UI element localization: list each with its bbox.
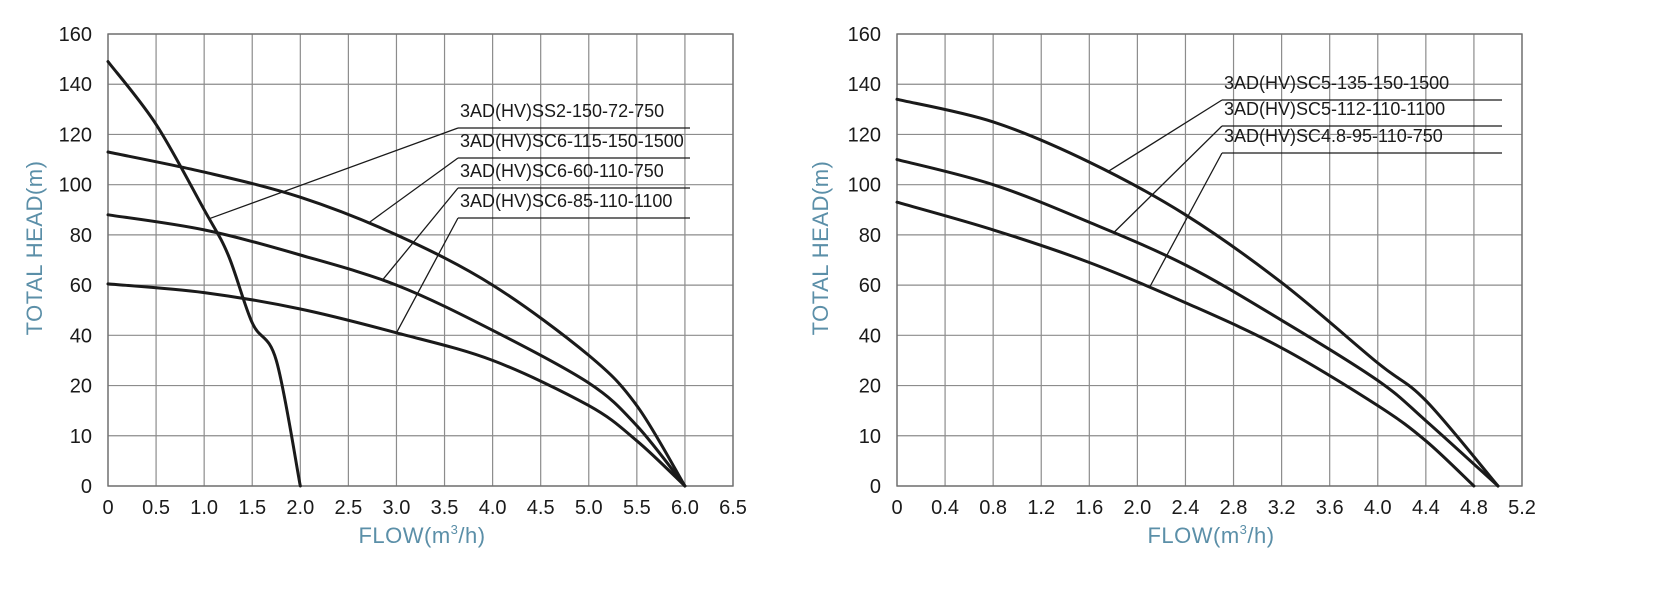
x-tick-label: 1.2	[1027, 497, 1055, 519]
y-tick-label: 100	[59, 175, 92, 197]
x-tick-label: 0.4	[931, 497, 959, 519]
x-tick-label: 0	[102, 497, 113, 519]
y-tick-label: 60	[859, 275, 881, 297]
y-tick-label: 40	[859, 325, 881, 347]
x-tick-label: 3.6	[1316, 497, 1344, 519]
legend-label: 3AD(HV)SC5-112-110-1100	[1224, 99, 1445, 119]
x-tick-label: 2.4	[1172, 497, 1200, 519]
legend-label: 3AD(HV)SC6-85-110-1100	[460, 191, 672, 211]
x-tick-label: 2.0	[286, 497, 314, 519]
y-tick-label: 100	[848, 175, 881, 197]
y-tick-label: 80	[70, 225, 92, 247]
y-axis-title: TOTAL HEAD(m)	[808, 161, 833, 336]
x-tick-label: 4.0	[1364, 497, 1392, 519]
x-tick-label: 6.0	[671, 497, 699, 519]
x-tick-label: 4.5	[527, 497, 555, 519]
plot-frame	[107, 33, 734, 487]
y-tick-label: 140	[59, 74, 92, 96]
legend-leader-line	[208, 127, 459, 220]
x-tick-label: 1.0	[190, 497, 218, 519]
y-tick-label: 160	[848, 24, 881, 46]
series-curve-1	[106, 60, 302, 488]
legend-label: 3AD(HV)SC5-135-150-1500	[1224, 73, 1449, 93]
x-tick-label: 3.2	[1268, 497, 1296, 519]
y-tick-label: 140	[848, 74, 881, 96]
legend-leader-line	[395, 217, 459, 334]
legend-leader-line	[381, 187, 459, 282]
y-tick-label: 20	[859, 376, 881, 398]
x-tick-label: 3.0	[383, 497, 411, 519]
y-tick-label: 80	[859, 225, 881, 247]
legend-label: 3AD(HV)SS2-150-72-750	[460, 101, 664, 121]
x-tick-label: 1.6	[1075, 497, 1103, 519]
x-tick-label: 3.5	[431, 497, 459, 519]
legend-label: 3AD(HV)SC4.8-95-110-750	[1224, 126, 1443, 146]
legend-leader-line	[1148, 152, 1223, 288]
x-tick-label: 1.5	[238, 497, 266, 519]
legend-leader-line	[1106, 99, 1223, 173]
series-curve-2	[106, 150, 687, 488]
x-tick-label: 0	[891, 497, 902, 519]
series-curve-4	[106, 282, 687, 488]
x-tick-label: 5.0	[575, 497, 603, 519]
x-tick-label: 2.5	[334, 497, 362, 519]
x-tick-label: 0.8	[979, 497, 1007, 519]
legend-label: 3AD(HV)SC6-60-110-750	[460, 161, 664, 181]
series-curve-3	[895, 200, 1476, 488]
x-tick-label: 4.0	[479, 497, 507, 519]
y-tick-label: 10	[859, 426, 881, 448]
x-tick-label: 6.5	[719, 497, 747, 519]
y-tick-label: 40	[70, 325, 92, 347]
series-curve-3	[106, 213, 687, 488]
series-curve-2	[895, 158, 1500, 488]
x-tick-label: 4.4	[1412, 497, 1440, 519]
x-tick-label: 5.2	[1508, 497, 1536, 519]
y-tick-label: 60	[70, 275, 92, 297]
y-tick-label: 0	[81, 476, 92, 498]
y-axis-title: TOTAL HEAD(m)	[22, 161, 47, 336]
x-axis-title: FLOW(m3/h)	[358, 522, 485, 548]
x-tick-label: 4.8	[1460, 497, 1488, 519]
x-tick-label: 2.8	[1220, 497, 1248, 519]
y-tick-label: 160	[59, 24, 92, 46]
y-tick-label: 120	[59, 124, 92, 146]
plot-frame	[896, 33, 1523, 487]
series-curve-1	[895, 97, 1500, 488]
legend-label: 3AD(HV)SC6-115-150-1500	[460, 131, 684, 151]
x-tick-label: 2.0	[1123, 497, 1151, 519]
chart-1: 0 0.5 1.0 1.5 2.0 2.5 3.0 3.5 4.0 4.5 5.0 5.5 6.0 6.5…	[22, 24, 747, 548]
y-tick-label: 10	[70, 426, 92, 448]
x-tick-label: 5.5	[623, 497, 651, 519]
chart-2: 0 0.4 0.8 1.2 1.6 2.0 2.4 2.8 3.2 3.6 4.0 4.4 4.8 5.2…	[808, 24, 1536, 548]
y-tick-label: 0	[870, 476, 881, 498]
x-axis-title: FLOW(m3/h)	[1147, 522, 1274, 548]
y-tick-label: 20	[70, 376, 92, 398]
legend-leader-line	[1112, 125, 1223, 234]
x-tick-label: 0.5	[142, 497, 170, 519]
legend-leader-line	[367, 157, 459, 225]
y-tick-label: 120	[848, 124, 881, 146]
